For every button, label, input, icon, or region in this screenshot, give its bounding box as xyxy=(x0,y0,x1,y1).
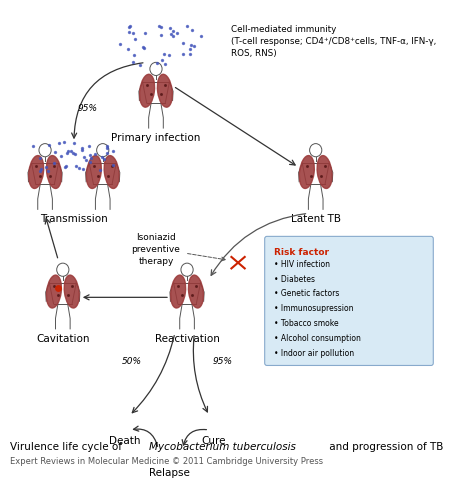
Text: Latent TB: Latent TB xyxy=(291,214,341,224)
Ellipse shape xyxy=(140,75,155,108)
Ellipse shape xyxy=(317,156,332,189)
Text: 50%: 50% xyxy=(122,357,142,365)
Text: Relapse: Relapse xyxy=(149,467,190,477)
Text: Risk factor: Risk factor xyxy=(273,248,328,257)
Text: Cure: Cure xyxy=(201,435,226,445)
Text: • Genetic factors: • Genetic factors xyxy=(273,289,339,298)
Text: Cell-mediated immunity
(T-cell response; CD4⁺/CD8⁺cells, TNF-α, IFN-γ,
ROS, RNS): Cell-mediated immunity (T-cell response;… xyxy=(231,24,437,58)
FancyBboxPatch shape xyxy=(264,237,433,366)
Text: 95%: 95% xyxy=(77,104,97,112)
Text: • Immunosupression: • Immunosupression xyxy=(273,304,353,312)
Text: Reactivation: Reactivation xyxy=(155,333,219,343)
Text: Expert Reviews in Molecular Medicine © 2011 Cambridge University Press: Expert Reviews in Molecular Medicine © 2… xyxy=(9,456,323,465)
Text: Mycobacterium tuberculosis: Mycobacterium tuberculosis xyxy=(149,441,296,451)
Text: 95%: 95% xyxy=(212,357,233,365)
Text: 5–10%: 5–10% xyxy=(281,250,302,281)
Ellipse shape xyxy=(64,276,79,308)
Ellipse shape xyxy=(299,156,314,189)
Text: • Tobacco smoke: • Tobacco smoke xyxy=(273,318,338,327)
Text: • HIV infection: • HIV infection xyxy=(273,259,329,268)
Text: Primary infection: Primary infection xyxy=(111,133,201,143)
Ellipse shape xyxy=(189,276,203,308)
Ellipse shape xyxy=(86,156,101,189)
Text: • Alcohol consumption: • Alcohol consumption xyxy=(273,333,360,342)
Ellipse shape xyxy=(29,156,44,189)
Ellipse shape xyxy=(157,75,173,108)
Ellipse shape xyxy=(46,276,62,308)
Ellipse shape xyxy=(171,276,186,308)
Text: Virulence life cycle of: Virulence life cycle of xyxy=(9,441,125,451)
Ellipse shape xyxy=(46,156,62,189)
Text: • Diabetes: • Diabetes xyxy=(273,274,315,283)
Text: Transmission: Transmission xyxy=(40,214,108,224)
Text: • Indoor air pollution: • Indoor air pollution xyxy=(273,348,354,357)
Ellipse shape xyxy=(104,156,119,189)
Text: Cavitation: Cavitation xyxy=(36,333,90,343)
Text: Death: Death xyxy=(109,435,141,445)
Text: and progression of TB: and progression of TB xyxy=(326,441,444,451)
Text: Isoniazid
preventive
therapy: Isoniazid preventive therapy xyxy=(132,232,181,265)
